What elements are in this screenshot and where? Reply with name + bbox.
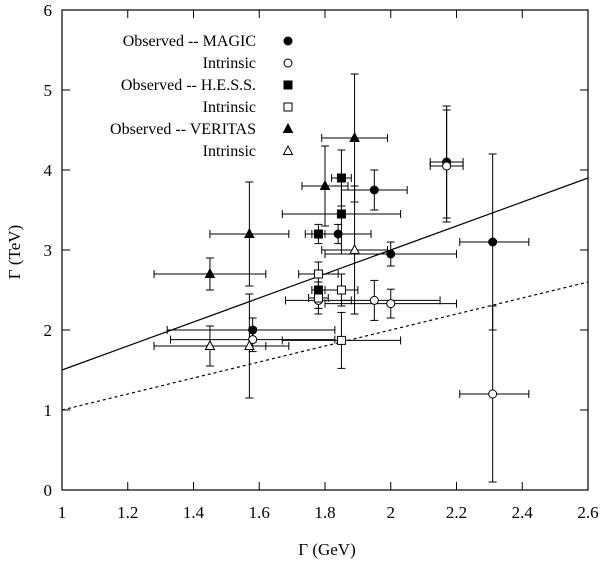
x-tick-label: 2 — [387, 503, 396, 522]
legend-label: Observed -- MAGIC — [123, 33, 256, 50]
dashed-reference-line — [61, 281, 589, 411]
y-tick-label: 2 — [44, 321, 53, 340]
intrinsic-magic-point — [248, 335, 258, 345]
x-tick-label: 1.2 — [117, 503, 138, 522]
y-tick-label: 5 — [44, 81, 53, 100]
observed-veritas-point — [349, 131, 360, 142]
y-tick-label: 6 — [44, 1, 53, 20]
axis-ticks — [61, 9, 589, 491]
observed-veritas-point — [244, 227, 255, 238]
intrinsic-magic-point — [386, 299, 396, 309]
intrinsic-veritas-point — [349, 243, 360, 254]
legend-marker — [282, 144, 294, 155]
legend-label: Intrinsic — [203, 55, 256, 72]
legend-label: Observed -- VERITAS — [110, 121, 256, 138]
observed-veritas-point — [204, 267, 216, 278]
legend-marker — [283, 80, 293, 90]
observed-h-e-s-s-point — [313, 229, 323, 239]
observed-magic-point — [333, 229, 343, 239]
x-tick-label: 2.6 — [577, 503, 598, 522]
legend-marker — [282, 122, 294, 133]
x-tick-label: 1.8 — [314, 503, 335, 522]
y-tick-label: 4 — [44, 161, 53, 180]
intrinsic-magic-point — [369, 295, 379, 305]
legend-marker — [283, 58, 293, 68]
x-tick-label: 1 — [58, 503, 67, 522]
legend: Observed -- MAGIC Intrinsic Observed -- H.… — [110, 33, 294, 160]
y-tick-label: 0 — [44, 481, 53, 500]
data-markers — [204, 131, 498, 399]
y-tick-label: 1 — [44, 401, 53, 420]
intrinsic-veritas-point — [244, 339, 255, 350]
observed-h-e-s-s-point — [336, 173, 346, 183]
observed-magic-point — [488, 237, 498, 247]
x-tick-label: 2.4 — [512, 503, 534, 522]
legend-label: Intrinsic — [203, 99, 256, 116]
observed-magic-point — [369, 185, 379, 195]
legend-marker — [283, 102, 293, 112]
observed-magic-point — [248, 325, 258, 335]
x-axis-label: Γ (GeV) — [298, 540, 356, 559]
intrinsic-h-e-s-s-point — [336, 335, 346, 345]
intrinsic-h-e-s-s-point — [313, 269, 323, 279]
y-axis-label: Γ (TeV) — [5, 225, 24, 279]
legend-label: Intrinsic — [203, 143, 256, 160]
x-tick-label: 2.2 — [446, 503, 467, 522]
observed-h-e-s-s-point — [336, 209, 346, 219]
intrinsic-magic-point — [488, 389, 498, 399]
observed-magic-point — [386, 249, 396, 259]
x-tick-label: 1.6 — [249, 503, 270, 522]
intrinsic-veritas-point — [204, 339, 216, 350]
intrinsic-magic-point — [442, 161, 452, 171]
legend-marker — [283, 36, 293, 46]
observed-veritas-point — [319, 179, 331, 190]
observed-h-e-s-s-point — [313, 285, 323, 295]
legend-label: Observed -- H.E.S.S. — [121, 77, 256, 94]
intrinsic-h-e-s-s-point — [313, 293, 323, 303]
intrinsic-h-e-s-s-point — [336, 285, 346, 295]
x-tick-label: 1.4 — [183, 503, 205, 522]
y-tick-label: 3 — [44, 241, 53, 260]
